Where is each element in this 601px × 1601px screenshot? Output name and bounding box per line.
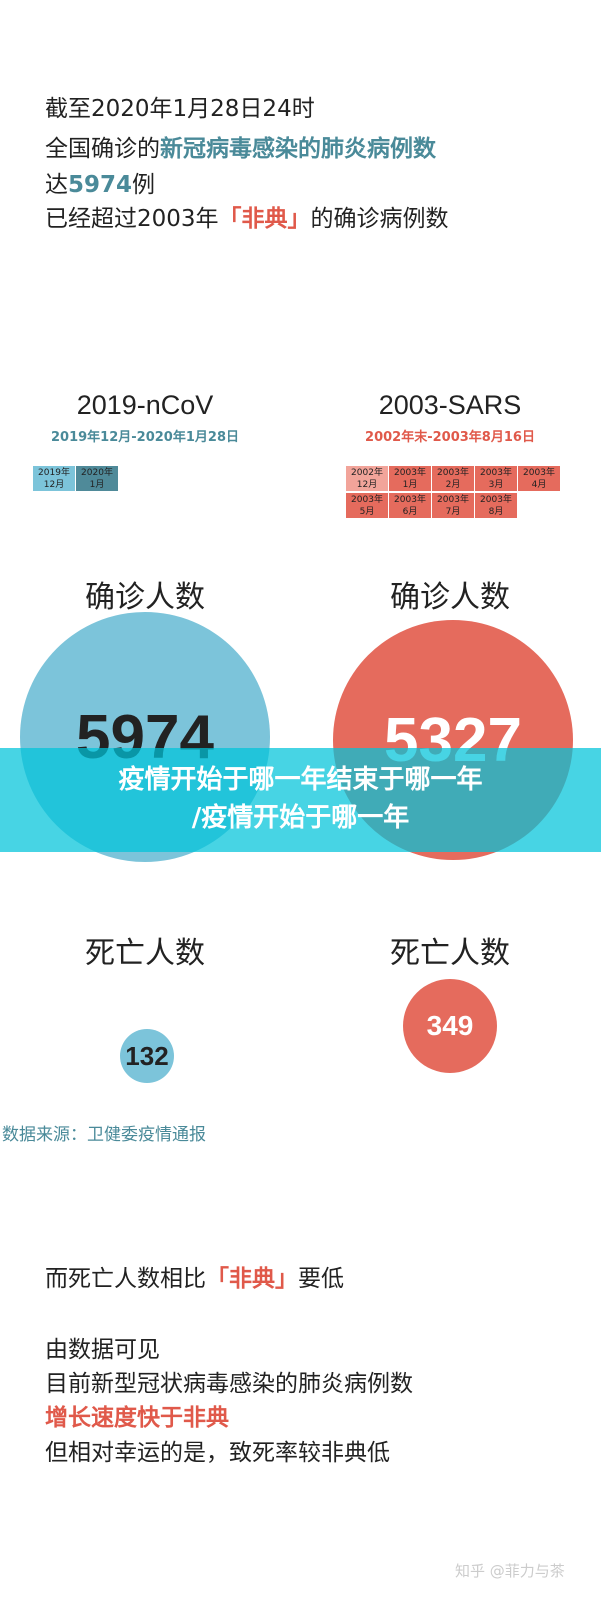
intro-line-1: 截至2020年1月28日24时 (45, 96, 315, 122)
ncov-title: 2019-nCoV (76, 390, 214, 420)
month-cell: 2020年 1月 (76, 466, 118, 491)
sars-confirmed-label: 确诊人数 (390, 580, 510, 615)
month-cell: 2003年 8月 (475, 493, 517, 518)
title-banner: 疫情开始于哪一年结束于哪一年/疫情开始于哪一年 (0, 748, 601, 852)
sars-title: 2003-SARS (378, 390, 522, 420)
banner-line-1: 疫情开始于哪一年结束于哪一年 (118, 765, 483, 795)
month-cell: 2003年 4月 (518, 466, 560, 491)
month-cell: 2003年 5月 (346, 493, 388, 518)
month-cell: 2003年 1月 (389, 466, 431, 491)
month-cell: 2003年 6月 (389, 493, 431, 518)
text: 而死亡人数相比 (45, 1266, 206, 1292)
intro-line-3: 达5974例 (45, 168, 155, 202)
sars-deaths-label: 死亡人数 (390, 936, 510, 971)
ncov-range: 2019年12月-2020年1月28日 (51, 430, 239, 445)
outro-line-2: 由数据可见 (45, 1337, 160, 1363)
text: 的确诊病例数 (310, 206, 449, 232)
highlight: 「非典」 (218, 206, 311, 232)
ncov-deaths-circle: 132 (120, 1029, 174, 1083)
text: 已经超过2003年 (45, 206, 219, 232)
sars-range: 2002年末-2003年8月16日 (365, 430, 535, 445)
text: 要低 (298, 1266, 344, 1292)
data-source: 数据来源：卫健委疫情通报 (2, 1125, 206, 1145)
highlight-number: 5974 (68, 172, 133, 198)
intro-line-2: 全国确诊的新冠病毒感染的肺炎病例数 (45, 132, 436, 166)
outro-line-5: 但相对幸运的是，致死率较非典低 (45, 1440, 390, 1466)
text: 全国确诊的 (45, 136, 160, 162)
ncov-confirmed-label: 确诊人数 (85, 580, 205, 615)
outro-line-4: 增长速度快于非典 (45, 1405, 229, 1431)
banner-line-2: /疫情开始于哪一年 (191, 803, 410, 833)
month-cell: 2002年 12月 (346, 466, 388, 491)
month-cell: 2003年 7月 (432, 493, 474, 518)
month-cell: 2019年 12月 (33, 466, 75, 491)
sars-deaths-circle: 349 (403, 979, 497, 1073)
outro-line-1: 而死亡人数相比「非典」要低 (45, 1262, 344, 1296)
watermark: 知乎 @菲力与茶 (455, 1562, 565, 1580)
outro-line-3: 目前新型冠状病毒感染的肺炎病例数 (45, 1371, 413, 1397)
highlight: 新冠病毒感染的肺炎病例数 (160, 136, 436, 162)
intro-line-4: 已经超过2003年「非典」的确诊病例数 (45, 202, 449, 236)
ncov-deaths-label: 死亡人数 (85, 936, 205, 971)
text: 例 (132, 172, 156, 198)
month-cell: 2003年 3月 (475, 466, 517, 491)
month-cell: 2003年 2月 (432, 466, 474, 491)
text: 达 (45, 172, 68, 198)
highlight: 「非典」 (206, 1266, 298, 1292)
